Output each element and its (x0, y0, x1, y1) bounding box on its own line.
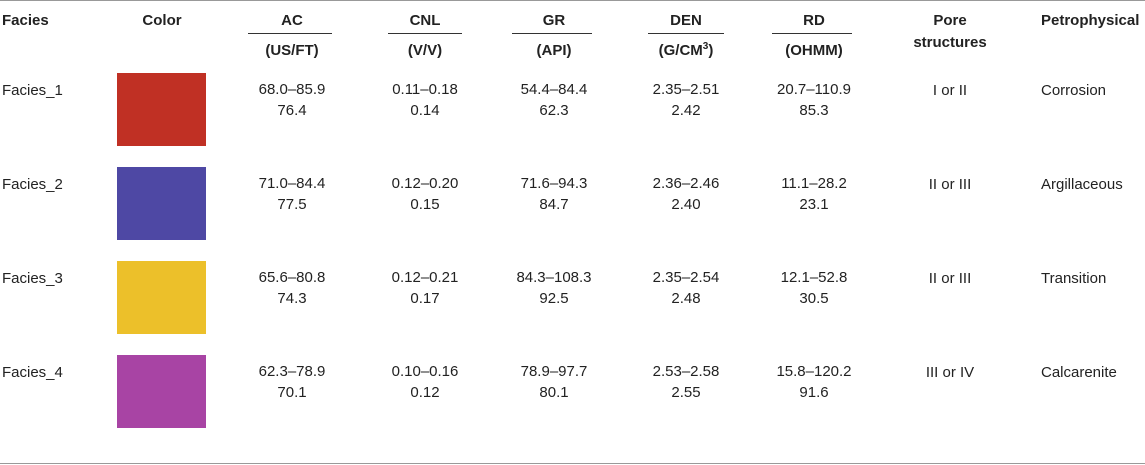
cnl-mean: 0.15 (410, 196, 440, 213)
ac-mean: 70.1 (277, 384, 307, 401)
header-den-unit: (G/CM3) (658, 41, 714, 60)
cnl-range: 0.12–0.20 (391, 175, 459, 192)
header-pore-line1: Pore (933, 12, 967, 29)
gr-mean: 92.5 (539, 290, 569, 307)
header-cnl-underline (388, 33, 462, 34)
facies-name: Facies_4 (2, 364, 63, 381)
rd-range: 20.7–110.9 (777, 81, 851, 98)
rd-range: 11.1–28.2 (781, 175, 847, 192)
header-petrophysical: Petrophysical (1041, 12, 1140, 29)
cnl-mean: 0.17 (410, 290, 440, 307)
header-facies: Facies (2, 12, 49, 29)
header-den-underline (648, 33, 724, 34)
petrophysical-type: Argillaceous (1041, 176, 1123, 193)
cnl-mean: 0.14 (410, 102, 440, 119)
rd-mean: 85.3 (799, 102, 829, 119)
rd-mean: 30.5 (799, 290, 829, 307)
header-rd-underline (772, 33, 852, 34)
header-ac: AC (281, 12, 303, 29)
table-bottom-rule (0, 463, 1145, 464)
cnl-range: 0.12–0.21 (391, 269, 459, 286)
header-cnl: CNL (409, 12, 441, 29)
petrophysical-type: Corrosion (1041, 82, 1107, 99)
rd-range: 15.8–120.2 (776, 363, 852, 380)
pore-structure: II or III (928, 176, 972, 193)
den-mean: 2.40 (671, 196, 701, 213)
gr-range: 78.9–97.7 (520, 363, 588, 380)
header-ac-underline (248, 33, 332, 34)
facies-name: Facies_3 (2, 270, 63, 287)
den-mean: 2.42 (671, 102, 701, 119)
ac-mean: 74.3 (277, 290, 307, 307)
gr-range: 84.3–108.3 (516, 269, 592, 286)
header-rd-unit: (OHMM) (785, 42, 843, 59)
color-swatch (117, 261, 206, 334)
petrophysical-type: Calcarenite (1041, 364, 1117, 381)
ac-mean: 76.4 (277, 102, 307, 119)
header-gr-unit: (API) (536, 42, 572, 59)
header-ac-unit: (US/FT) (265, 42, 319, 59)
header-den: DEN (670, 12, 702, 29)
facies-name: Facies_1 (2, 82, 63, 99)
den-range: 2.35–2.54 (652, 269, 720, 286)
den-range: 2.35–2.51 (652, 81, 720, 98)
ac-range: 62.3–78.9 (258, 363, 326, 380)
gr-mean: 62.3 (539, 102, 569, 119)
rd-mean: 91.6 (799, 384, 829, 401)
header-rd: RD (803, 12, 825, 29)
gr-range: 54.4–84.4 (520, 81, 588, 98)
header-gr-underline (512, 33, 592, 34)
cnl-mean: 0.12 (410, 384, 440, 401)
header-color: Color (142, 12, 182, 29)
table-top-rule (0, 0, 1145, 1)
color-swatch (117, 73, 206, 146)
ac-range: 71.0–84.4 (258, 175, 326, 192)
den-range: 2.36–2.46 (652, 175, 720, 192)
pore-structure: I or II (932, 82, 968, 99)
gr-range: 71.6–94.3 (520, 175, 588, 192)
rd-mean: 23.1 (799, 196, 829, 213)
petrophysical-type: Transition (1041, 270, 1107, 287)
rd-range: 12.1–52.8 (780, 269, 848, 286)
cnl-range: 0.10–0.16 (391, 363, 459, 380)
color-swatch (117, 167, 206, 240)
pore-structure: II or III (928, 270, 972, 287)
color-swatch (117, 355, 206, 428)
header-gr: GR (542, 12, 566, 29)
pore-structure: III or IV (925, 364, 975, 381)
gr-mean: 84.7 (539, 196, 569, 213)
ac-range: 68.0–85.9 (258, 81, 326, 98)
facies-name: Facies_2 (2, 176, 63, 193)
header-pore-line2: structures (913, 34, 987, 51)
den-mean: 2.55 (671, 384, 701, 401)
ac-mean: 77.5 (277, 196, 307, 213)
gr-mean: 80.1 (539, 384, 569, 401)
den-range: 2.53–2.58 (652, 363, 720, 380)
den-mean: 2.48 (671, 290, 701, 307)
ac-range: 65.6–80.8 (258, 269, 326, 286)
header-cnl-unit: (V/V) (407, 42, 443, 59)
cnl-range: 0.11–0.18 (392, 81, 458, 98)
